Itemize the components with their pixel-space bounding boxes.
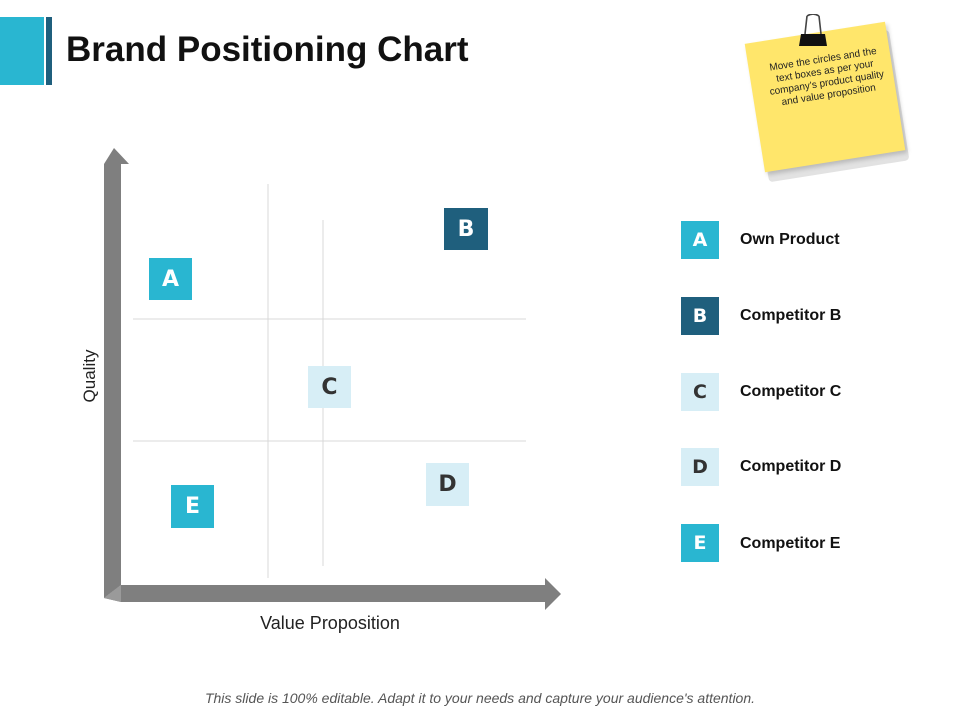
marker-c[interactable]: C — [308, 366, 351, 408]
legend-box-b: B — [681, 297, 719, 335]
y-axis-arrow — [104, 148, 129, 598]
marker-a-letter: A — [161, 266, 180, 292]
legend-letter-b: B — [692, 305, 708, 327]
axes — [104, 148, 561, 610]
sticky-note[interactable]: Move the circles and the text boxes as p… — [744, 14, 912, 183]
legend-box-e: E — [681, 524, 719, 562]
title-accent-stripe — [46, 17, 52, 85]
legend-label-a: Own Product — [740, 231, 840, 248]
legend-label-e: Competitor E — [740, 535, 841, 552]
legend-box-a: A — [681, 221, 719, 259]
footer-note: This slide is 100% editable. Adapt it to… — [204, 690, 756, 706]
binder-clip-icon — [799, 14, 827, 46]
marker-d-letter: D — [438, 472, 457, 497]
legend-letter-c: C — [693, 381, 707, 403]
marker-c-letter: C — [321, 374, 338, 400]
x-axis-arrow — [104, 578, 561, 610]
x-axis-label: Value Proposition — [260, 613, 400, 633]
legend-letter-a: A — [692, 229, 708, 251]
marker-a[interactable]: A — [149, 258, 192, 300]
marker-e[interactable]: E — [171, 485, 214, 528]
legend-letter-e: E — [693, 532, 707, 554]
legend-box-c: C — [681, 373, 719, 411]
axis-corner — [104, 585, 121, 602]
marker-e-letter: E — [184, 494, 201, 519]
y-axis-label: Quality — [80, 349, 99, 403]
legend-label-d: Competitor D — [740, 458, 842, 475]
title-accent-bar — [0, 17, 44, 85]
legend-label-b: Competitor B — [740, 307, 842, 324]
marker-b-letter: B — [457, 216, 475, 242]
marker-b[interactable]: B — [444, 208, 488, 250]
legend-letter-d: D — [692, 456, 708, 478]
marker-d[interactable]: D — [426, 463, 469, 506]
page-title: Brand Positioning Chart — [66, 30, 469, 69]
legend-label-c: Competitor C — [740, 383, 842, 400]
legend-box-d: D — [681, 448, 719, 486]
